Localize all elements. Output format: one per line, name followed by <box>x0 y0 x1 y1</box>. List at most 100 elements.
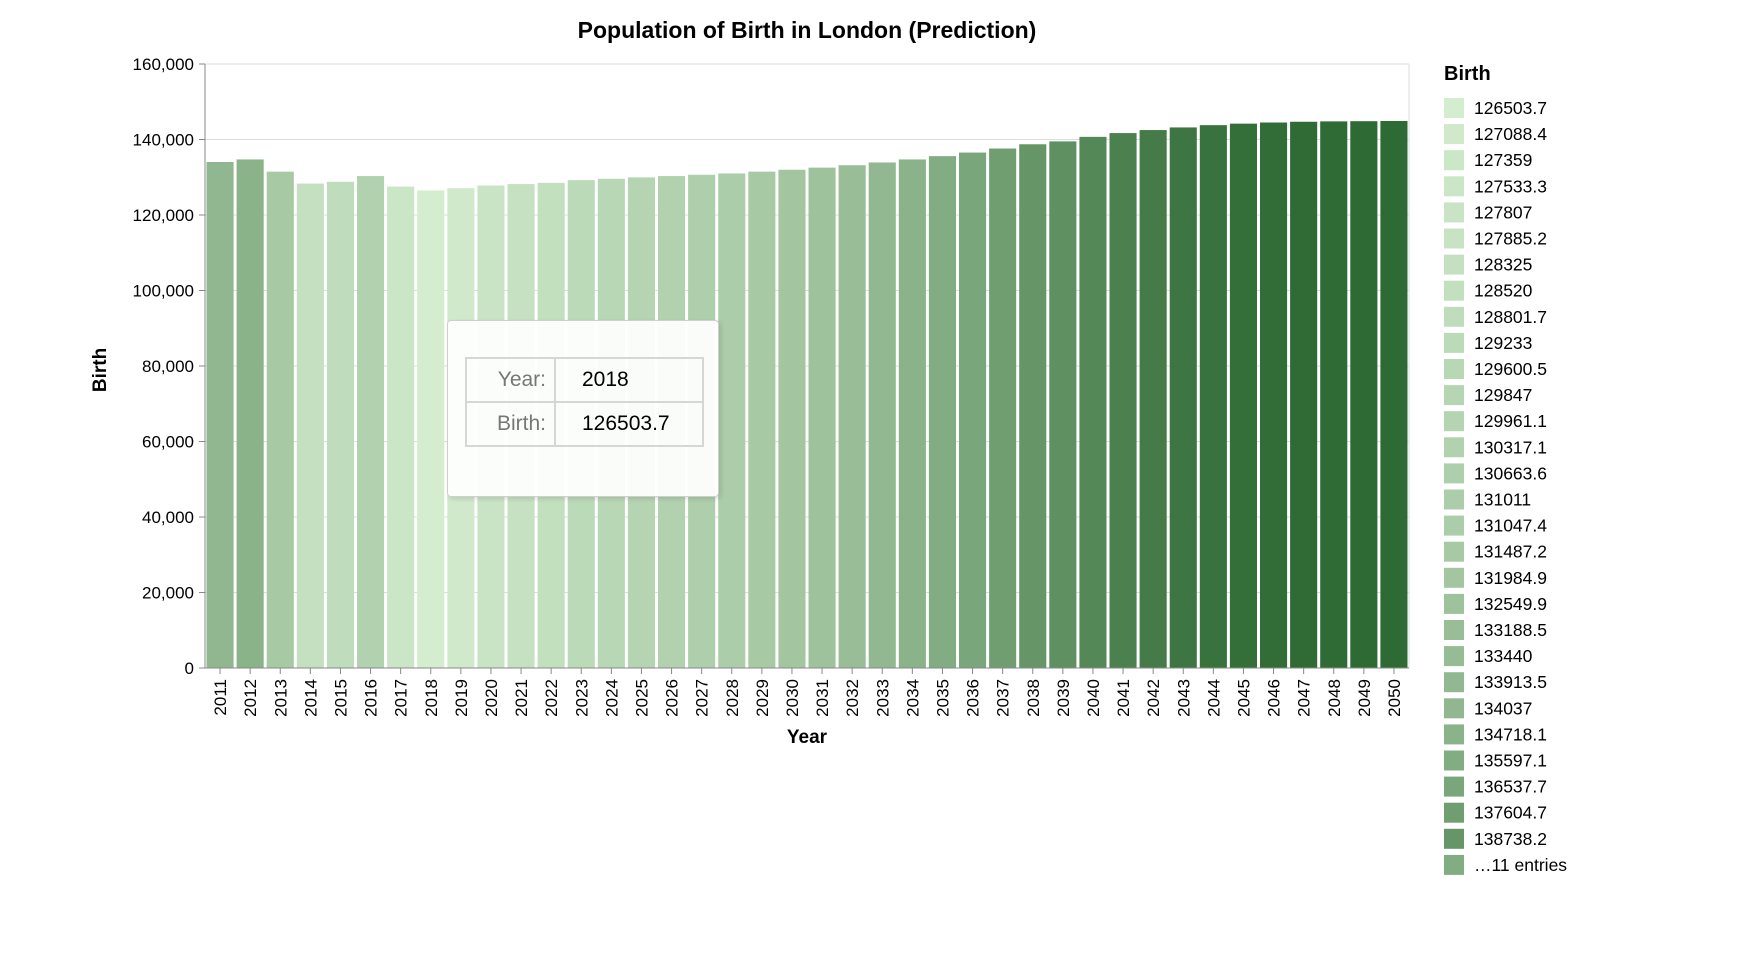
legend-label: …11 entries <box>1474 855 1567 875</box>
x-tick-label: 2012 <box>241 679 260 717</box>
legend-label: 131487.2 <box>1474 542 1547 562</box>
bar[interactable] <box>1049 141 1077 668</box>
legend-label: 129233 <box>1474 333 1532 353</box>
x-tick-label: 2045 <box>1234 679 1253 717</box>
bar[interactable] <box>1169 127 1197 669</box>
x-tick-label: 2025 <box>632 679 651 717</box>
legend-swatch <box>1444 489 1464 510</box>
legend-swatch <box>1444 567 1464 588</box>
x-tick-label: 2021 <box>512 679 531 717</box>
x-tick-label: 2032 <box>843 679 862 717</box>
legend-label: 127885.2 <box>1474 229 1547 249</box>
bar[interactable] <box>1350 121 1378 668</box>
legend-swatch <box>1444 98 1464 118</box>
x-tick-label: 2042 <box>1144 679 1163 717</box>
tooltip-year-label: Year: <box>465 357 556 403</box>
legend-label: 127807 <box>1474 202 1532 222</box>
bar[interactable] <box>206 162 234 669</box>
legend-swatch <box>1444 750 1464 771</box>
bar[interactable] <box>1139 130 1167 668</box>
bar[interactable] <box>928 156 956 668</box>
legend-label: 128801.7 <box>1474 307 1547 327</box>
x-tick-label: 2011 <box>211 679 230 716</box>
legend-label: 128520 <box>1474 281 1533 301</box>
legend-label: 130663.6 <box>1474 463 1547 483</box>
bar[interactable] <box>808 167 836 668</box>
y-tick-label: 140,000 <box>133 131 194 150</box>
legend-swatch <box>1444 828 1464 849</box>
bars <box>206 121 1408 669</box>
y-tick-label: 100,000 <box>133 282 194 301</box>
bar[interactable] <box>1320 121 1348 668</box>
bar[interactable] <box>748 171 776 669</box>
bar[interactable] <box>326 181 354 668</box>
legend-swatch <box>1444 463 1464 484</box>
chart-title: Population of Birth in London (Predictio… <box>578 17 1037 43</box>
legend-label: 132549.9 <box>1474 594 1547 614</box>
x-tick-label: 2044 <box>1204 679 1223 717</box>
x-tick-label: 2017 <box>392 679 411 717</box>
x-tick-label: 2033 <box>873 679 892 717</box>
y-tick-label: 80,000 <box>142 357 194 376</box>
legend-label: 133913.5 <box>1474 672 1547 692</box>
bar[interactable] <box>1229 123 1257 668</box>
bar[interactable] <box>1199 125 1227 668</box>
legend-swatch <box>1444 437 1464 458</box>
legend-swatch <box>1444 646 1464 667</box>
bar[interactable] <box>868 162 896 668</box>
legend-swatch <box>1444 359 1464 379</box>
legend-label: 129600.5 <box>1474 359 1547 379</box>
legend: Birth 126503.7 127088.4 127359 127533.3 1278… <box>1444 63 1567 875</box>
y-tick-label: 20,000 <box>142 584 194 603</box>
y-tick-label: 120,000 <box>133 206 194 225</box>
legend-label: 131047.4 <box>1474 516 1547 536</box>
bar[interactable] <box>838 165 866 668</box>
x-tick-label: 2040 <box>1084 679 1103 717</box>
x-tick-label: 2016 <box>362 679 381 717</box>
legend-swatch <box>1444 620 1464 640</box>
bar[interactable] <box>1290 121 1318 668</box>
legend-swatch <box>1444 176 1464 197</box>
x-tick-label: 2013 <box>271 679 290 717</box>
bar[interactable] <box>1380 121 1408 668</box>
x-axis-title: Year <box>787 727 828 748</box>
legend-label: 134037 <box>1474 698 1532 718</box>
bar[interactable] <box>266 171 294 669</box>
bar[interactable] <box>959 152 987 668</box>
legend-label: 138738.2 <box>1474 829 1547 849</box>
tooltip-row-year: Year: 2018 <box>465 357 704 403</box>
legend-label: 130317.1 <box>1474 437 1547 457</box>
legend-swatch <box>1444 202 1464 223</box>
x-tick-label: 2047 <box>1295 679 1314 717</box>
y-tick-label: 0 <box>185 659 194 678</box>
bar[interactable] <box>236 159 264 668</box>
x-tick-label: 2022 <box>542 679 561 717</box>
legend-label: 131011 <box>1474 490 1531 510</box>
bar[interactable] <box>898 159 926 668</box>
bar[interactable] <box>1079 136 1107 669</box>
tooltip-table: Year: 2018 Birth: 126503.7 <box>465 357 704 447</box>
bar[interactable] <box>989 148 1017 669</box>
tooltip-row-birth: Birth: 126503.7 <box>465 401 704 447</box>
bar[interactable] <box>718 173 746 668</box>
legend-swatch <box>1444 254 1464 275</box>
tooltip-year-value: 2018 <box>554 357 704 403</box>
x-tick-label: 2041 <box>1114 679 1133 717</box>
x-tick-label: 2049 <box>1355 679 1374 717</box>
bar[interactable] <box>357 176 385 668</box>
bar[interactable] <box>778 169 806 668</box>
bar[interactable] <box>1260 122 1288 668</box>
legend-swatch <box>1444 776 1464 797</box>
x-tick-label: 2039 <box>1054 679 1073 717</box>
bar[interactable] <box>417 190 445 668</box>
bar[interactable] <box>296 183 324 668</box>
legend-label: 133440 <box>1474 646 1533 666</box>
legend-swatch <box>1444 854 1464 875</box>
bar[interactable] <box>1019 144 1047 668</box>
tooltip-birth-value: 126503.7 <box>554 401 704 447</box>
bar[interactable] <box>1109 133 1137 668</box>
x-tick-label: 2037 <box>994 679 1013 717</box>
bar[interactable] <box>387 186 415 668</box>
legend-swatch <box>1444 541 1464 562</box>
x-tick-label: 2018 <box>422 679 441 717</box>
